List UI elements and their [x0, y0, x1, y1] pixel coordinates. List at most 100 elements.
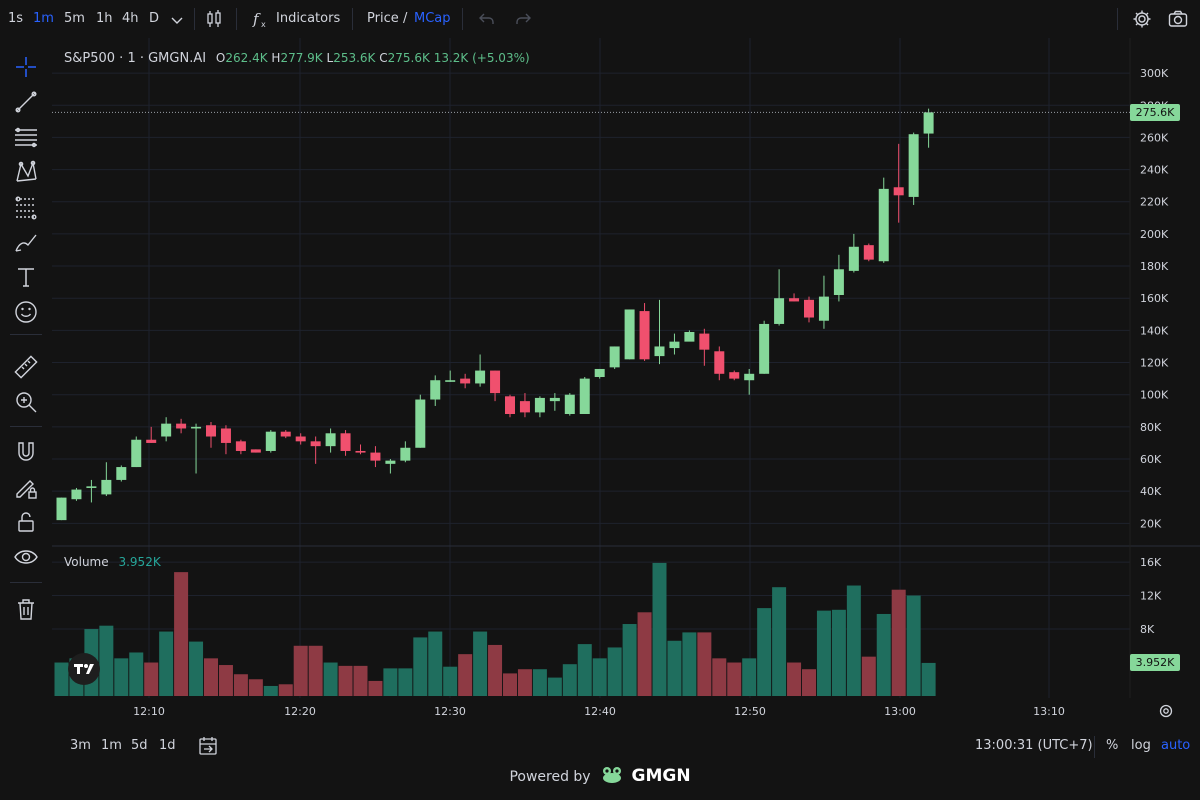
candle-body	[818, 296, 829, 321]
volume-bar	[757, 608, 772, 696]
lock-drawing-icon[interactable]	[13, 474, 39, 500]
volume-bar	[293, 645, 308, 696]
volume-bar	[682, 632, 697, 696]
volume-bar	[787, 662, 802, 696]
timeframe-1m[interactable]: 1m	[33, 11, 54, 26]
candle-body	[86, 486, 97, 488]
auto-toggle[interactable]: auto	[1161, 738, 1191, 753]
calendar-range-icon[interactable]	[197, 735, 219, 761]
open-label: O	[215, 51, 226, 65]
chart-area[interactable]: 300K280K260K240K220K200K180K160K140K120K…	[52, 38, 1200, 728]
candle-body	[609, 346, 620, 368]
toolbar-divider	[462, 8, 463, 30]
volume-bar	[233, 674, 248, 696]
timeframe-1h[interactable]: 1h	[96, 11, 113, 26]
toolbar-divider	[352, 8, 353, 30]
crosshair-icon[interactable]	[13, 54, 39, 80]
undo-icon[interactable]	[476, 8, 498, 30]
mcap-toggle[interactable]: MCap	[414, 11, 451, 26]
timeframe-4h[interactable]: 4h	[122, 11, 139, 26]
candle-body	[534, 397, 545, 413]
camera-icon[interactable]	[1167, 8, 1189, 30]
candle-body	[176, 423, 187, 429]
unlock-icon[interactable]	[13, 509, 39, 535]
price-axis-label: 40K	[1140, 485, 1162, 498]
timeframe-D[interactable]: D	[149, 11, 160, 26]
fib-retracement-icon[interactable]	[13, 194, 39, 220]
volume-bar	[637, 612, 652, 696]
candle-body	[265, 431, 276, 451]
candle-body	[908, 134, 919, 197]
time-axis-label: 12:50	[734, 705, 766, 718]
volume-bar	[323, 662, 338, 696]
gmgn-brand: GMGN	[631, 766, 691, 786]
svg-text:x: x	[261, 20, 266, 29]
eye-icon[interactable]	[13, 544, 39, 570]
horizontal-lines-icon[interactable]	[13, 124, 39, 150]
volume-bar	[398, 668, 413, 696]
redo-icon[interactable]	[512, 8, 534, 30]
tradingview-logo[interactable]	[68, 653, 100, 685]
volume-bar	[174, 572, 189, 696]
toolbar-divider	[10, 334, 42, 335]
toolbar-divider	[236, 8, 237, 30]
log-toggle[interactable]: log	[1131, 738, 1151, 753]
price-toggle[interactable]: Price	[367, 11, 399, 26]
candle-body	[833, 269, 844, 296]
price-axis-label: 20K	[1140, 517, 1162, 530]
timeframe-1s[interactable]: 1s	[8, 11, 24, 26]
price-axis-label: 240K	[1140, 164, 1169, 177]
price-axis-label: 100K	[1140, 389, 1169, 402]
change-value: (+5.03%)	[472, 51, 530, 65]
toolbar-divider	[1117, 8, 1118, 30]
trend-line-icon[interactable]	[13, 89, 39, 115]
time-axis-label: 12:10	[133, 705, 165, 718]
gear-icon[interactable]	[1131, 8, 1153, 30]
candle-style-icon[interactable]	[203, 8, 225, 30]
zoom-in-icon[interactable]	[13, 389, 39, 415]
candle-body	[340, 433, 351, 451]
text-tool-icon[interactable]	[13, 264, 39, 290]
volume-bar	[204, 658, 218, 696]
candle-body	[385, 460, 396, 464]
price-mcap-separator: /	[403, 11, 408, 26]
candle-body	[355, 450, 366, 453]
brush-icon[interactable]	[13, 229, 39, 255]
powered-by-text: Powered by	[509, 769, 591, 785]
volume-bar	[727, 662, 742, 696]
volume-bar	[54, 662, 69, 696]
volume-bar	[697, 632, 712, 696]
range-1d[interactable]: 1d	[159, 738, 176, 753]
volume-bar	[592, 658, 607, 696]
price-chart[interactable]: 300K280K260K240K220K200K180K160K140K120K…	[52, 38, 1200, 728]
emoji-icon[interactable]	[13, 299, 39, 325]
volume-bar	[278, 684, 293, 696]
range-5d[interactable]: 5d	[131, 738, 148, 753]
volume-bar	[921, 662, 936, 696]
timeframe-5m[interactable]: 5m	[64, 11, 85, 26]
ruler-icon[interactable]	[13, 354, 39, 380]
chevron-down-icon[interactable]	[166, 9, 188, 31]
high-label: H	[271, 51, 281, 65]
candle-body	[549, 397, 560, 402]
pattern-icon[interactable]	[13, 159, 39, 185]
range-1m[interactable]: 1m	[101, 738, 122, 753]
candle-body	[714, 351, 725, 374]
clock[interactable]: 13:00:31 (UTC+7)	[975, 738, 1093, 753]
volume-label: Volume	[64, 555, 109, 569]
volume-bar	[368, 680, 383, 696]
candle-body	[475, 370, 486, 384]
percent-toggle[interactable]: %	[1106, 738, 1119, 753]
range-3m[interactable]: 3m	[70, 738, 91, 753]
axis-settings-icon	[1159, 704, 1173, 718]
trash-icon[interactable]	[13, 596, 39, 622]
low-label: L	[326, 51, 334, 65]
candle-body	[579, 378, 590, 414]
magnet-icon[interactable]	[13, 439, 39, 465]
volume-bar	[383, 668, 398, 696]
candle-body	[460, 378, 471, 384]
candle-body	[161, 423, 172, 437]
indicators-button[interactable]: Indicators	[276, 11, 341, 26]
candle-body	[56, 497, 67, 521]
